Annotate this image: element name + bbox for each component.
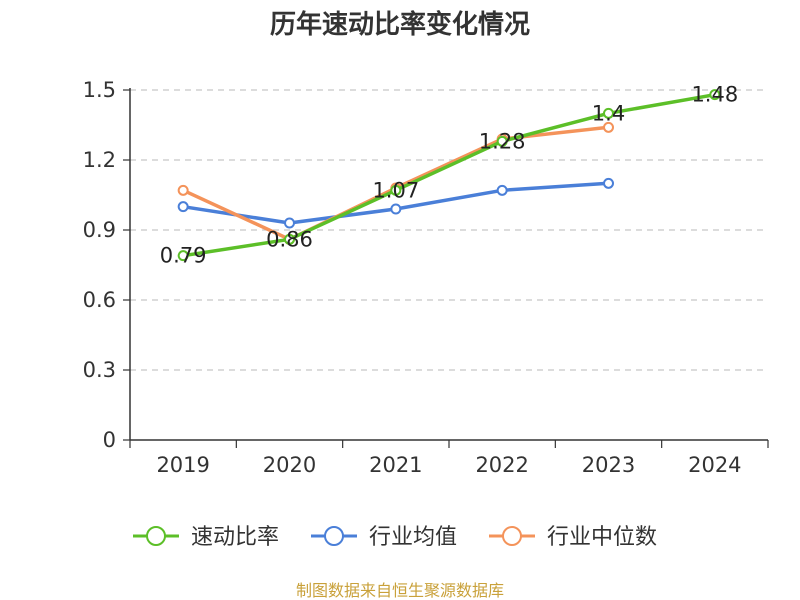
data-point [603, 121, 614, 133]
axes: 0 0.3 0.6 0.9 1.2 1.5 2019 2020 2021 2022 2023 2024 [83, 78, 769, 477]
data-label: 1.07 [372, 178, 419, 202]
data-point [496, 135, 508, 147]
y-tick-label: 0.9 [83, 218, 116, 242]
data-point [390, 184, 402, 196]
series-lines [177, 89, 721, 262]
legend-label: 速动比率 [191, 525, 279, 550]
x-tick-label: 2021 [369, 453, 422, 477]
x-tick-label: 2022 [475, 453, 528, 477]
data-label: 1.28 [479, 129, 526, 153]
data-label: 0.86 [266, 227, 313, 251]
legend-label: 行业中位数 [547, 525, 657, 550]
source-note: 制图数据来自恒生聚源数据库 [296, 581, 504, 600]
data-point [390, 203, 402, 215]
grid-lines [130, 89, 768, 371]
legend: 速动比率 行业均值 行业中位数 [133, 525, 657, 550]
data-label: 1.4 [592, 101, 625, 125]
y-tick-label: 0.6 [83, 288, 116, 312]
x-tick-label: 2020 [263, 453, 316, 477]
y-tick-label: 1.5 [83, 78, 116, 102]
chart-title: 历年速动比率变化情况 [270, 9, 530, 40]
legend-marker [502, 526, 522, 546]
legend-label: 行业均值 [369, 525, 457, 550]
data-point [603, 107, 614, 119]
data-point [603, 177, 614, 189]
series-line-0 [182, 92, 716, 258]
x-tick-label: 2019 [156, 453, 209, 477]
x-tick-label: 2023 [582, 453, 635, 477]
data-point [496, 184, 508, 196]
data-point [177, 250, 189, 262]
legend-marker [146, 526, 166, 546]
x-tick-label: 2024 [688, 453, 741, 477]
data-point [284, 233, 295, 245]
data-point [177, 201, 189, 213]
data-point [177, 184, 189, 196]
data-labels: 0.79 0.86 1.07 1.28 1.4 1.48 [160, 83, 738, 268]
data-label: 0.79 [160, 244, 207, 268]
data-label: 1.48 [691, 83, 738, 107]
y-tick-label: 0 [103, 428, 116, 452]
legend-marker [324, 526, 344, 546]
data-point [284, 217, 295, 229]
data-point [709, 89, 721, 101]
y-tick-label: 0.3 [83, 358, 116, 382]
y-tick-label: 1.2 [83, 148, 116, 172]
